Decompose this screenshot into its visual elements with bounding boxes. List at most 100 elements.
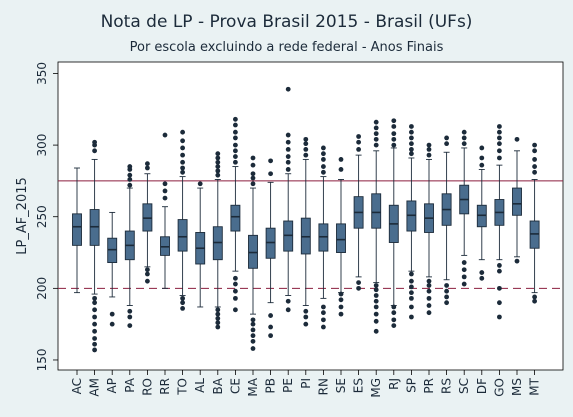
outlier-point xyxy=(391,317,397,323)
outlier-point xyxy=(215,324,221,330)
outlier-point xyxy=(497,285,502,291)
outlier-point xyxy=(268,333,273,339)
outlier-point xyxy=(321,317,326,323)
outlier-point xyxy=(215,316,221,321)
x-tick-label: PB xyxy=(264,378,278,393)
outlier-point xyxy=(127,177,133,182)
outlier-point xyxy=(109,311,115,317)
outlier-point xyxy=(409,146,414,152)
plot-area xyxy=(57,61,564,371)
outlier-point xyxy=(373,142,379,148)
outlier-point xyxy=(479,145,485,151)
outlier-point xyxy=(497,263,502,268)
outlier-point xyxy=(127,323,133,328)
outlier-point xyxy=(285,159,291,165)
outlier-point xyxy=(391,304,397,310)
outlier-point xyxy=(373,119,379,125)
box-MG xyxy=(371,193,382,229)
outlier-point xyxy=(373,293,379,298)
x-tick-label: MA xyxy=(246,377,260,396)
outlier-point xyxy=(444,135,449,141)
outlier-point xyxy=(162,195,168,201)
x-tick-label: SP xyxy=(404,378,418,393)
outlier-point xyxy=(461,260,467,265)
outlier-point xyxy=(285,146,291,152)
outlier-point xyxy=(356,139,361,145)
outlier-point xyxy=(409,295,414,301)
outlier-point xyxy=(303,308,309,314)
outlier-point xyxy=(391,323,397,328)
outlier-point xyxy=(532,294,537,300)
outlier-point xyxy=(285,132,291,138)
outlier-point xyxy=(250,327,256,333)
x-tick-label: AM xyxy=(88,378,102,397)
outlier-point xyxy=(250,317,256,323)
outlier-point xyxy=(409,284,414,290)
outlier-point xyxy=(497,135,502,141)
outlier-point xyxy=(373,311,379,317)
outlier-point xyxy=(409,271,414,277)
outlier-point xyxy=(127,182,133,188)
outlier-point xyxy=(215,320,221,326)
x-tick-label: ES xyxy=(352,378,366,393)
outlier-point xyxy=(461,129,467,135)
outlier-point xyxy=(426,310,432,316)
outlier-point xyxy=(426,288,432,294)
outlier-point xyxy=(391,142,397,148)
outlier-point xyxy=(356,285,361,291)
outlier-point xyxy=(250,175,256,181)
outlier-point xyxy=(391,131,397,137)
y-tick-label: 200 xyxy=(35,277,49,300)
outlier-point xyxy=(268,171,273,177)
outlier-point xyxy=(233,116,238,122)
outlier-point xyxy=(497,141,502,147)
x-tick-label: RJ xyxy=(387,378,401,390)
outlier-point xyxy=(532,169,537,175)
outlier-point xyxy=(321,151,326,157)
outlier-point xyxy=(233,159,238,165)
outlier-point xyxy=(409,290,414,296)
outlier-point xyxy=(321,157,326,162)
outlier-point xyxy=(409,124,414,129)
outlier-point xyxy=(92,307,97,313)
outlier-point xyxy=(215,155,221,161)
outlier-point xyxy=(180,145,186,151)
outlier-point xyxy=(444,283,449,288)
outlier-point xyxy=(356,146,361,152)
outlier-point xyxy=(356,280,361,286)
x-tick-label: PI xyxy=(299,378,313,389)
x-tick-label: RR xyxy=(158,378,172,395)
x-tick-label: AC xyxy=(70,378,84,394)
outlier-point xyxy=(233,142,238,148)
x-tick-label: RO xyxy=(140,378,154,396)
box-MS xyxy=(512,187,522,216)
outlier-point xyxy=(285,298,291,304)
outlier-point xyxy=(92,328,97,334)
outlier-point xyxy=(444,141,449,147)
box-CE xyxy=(230,204,241,232)
x-tick-label: TO xyxy=(176,378,190,396)
outlier-point xyxy=(162,132,168,138)
outlier-point xyxy=(532,164,537,169)
outlier-point xyxy=(250,155,256,161)
outlier-point xyxy=(426,146,432,152)
outlier-point xyxy=(92,347,97,353)
outlier-point xyxy=(321,304,326,310)
outlier-point xyxy=(127,164,133,169)
outlier-point xyxy=(285,167,291,172)
outlier-point xyxy=(426,278,432,284)
outlier-point xyxy=(497,124,502,129)
x-tick-label: PR xyxy=(422,378,436,394)
outlier-point xyxy=(409,314,414,320)
outlier-point xyxy=(233,281,238,287)
outlier-point xyxy=(409,141,414,147)
outlier-point xyxy=(321,145,326,151)
x-tick-label: SC xyxy=(457,378,471,394)
outlier-point xyxy=(233,275,238,281)
outlier-point xyxy=(532,157,537,162)
outlier-point xyxy=(92,139,97,145)
outlier-point xyxy=(180,169,186,175)
outlier-point xyxy=(145,267,150,273)
outlier-point xyxy=(338,291,344,297)
outlier-point xyxy=(233,135,238,141)
